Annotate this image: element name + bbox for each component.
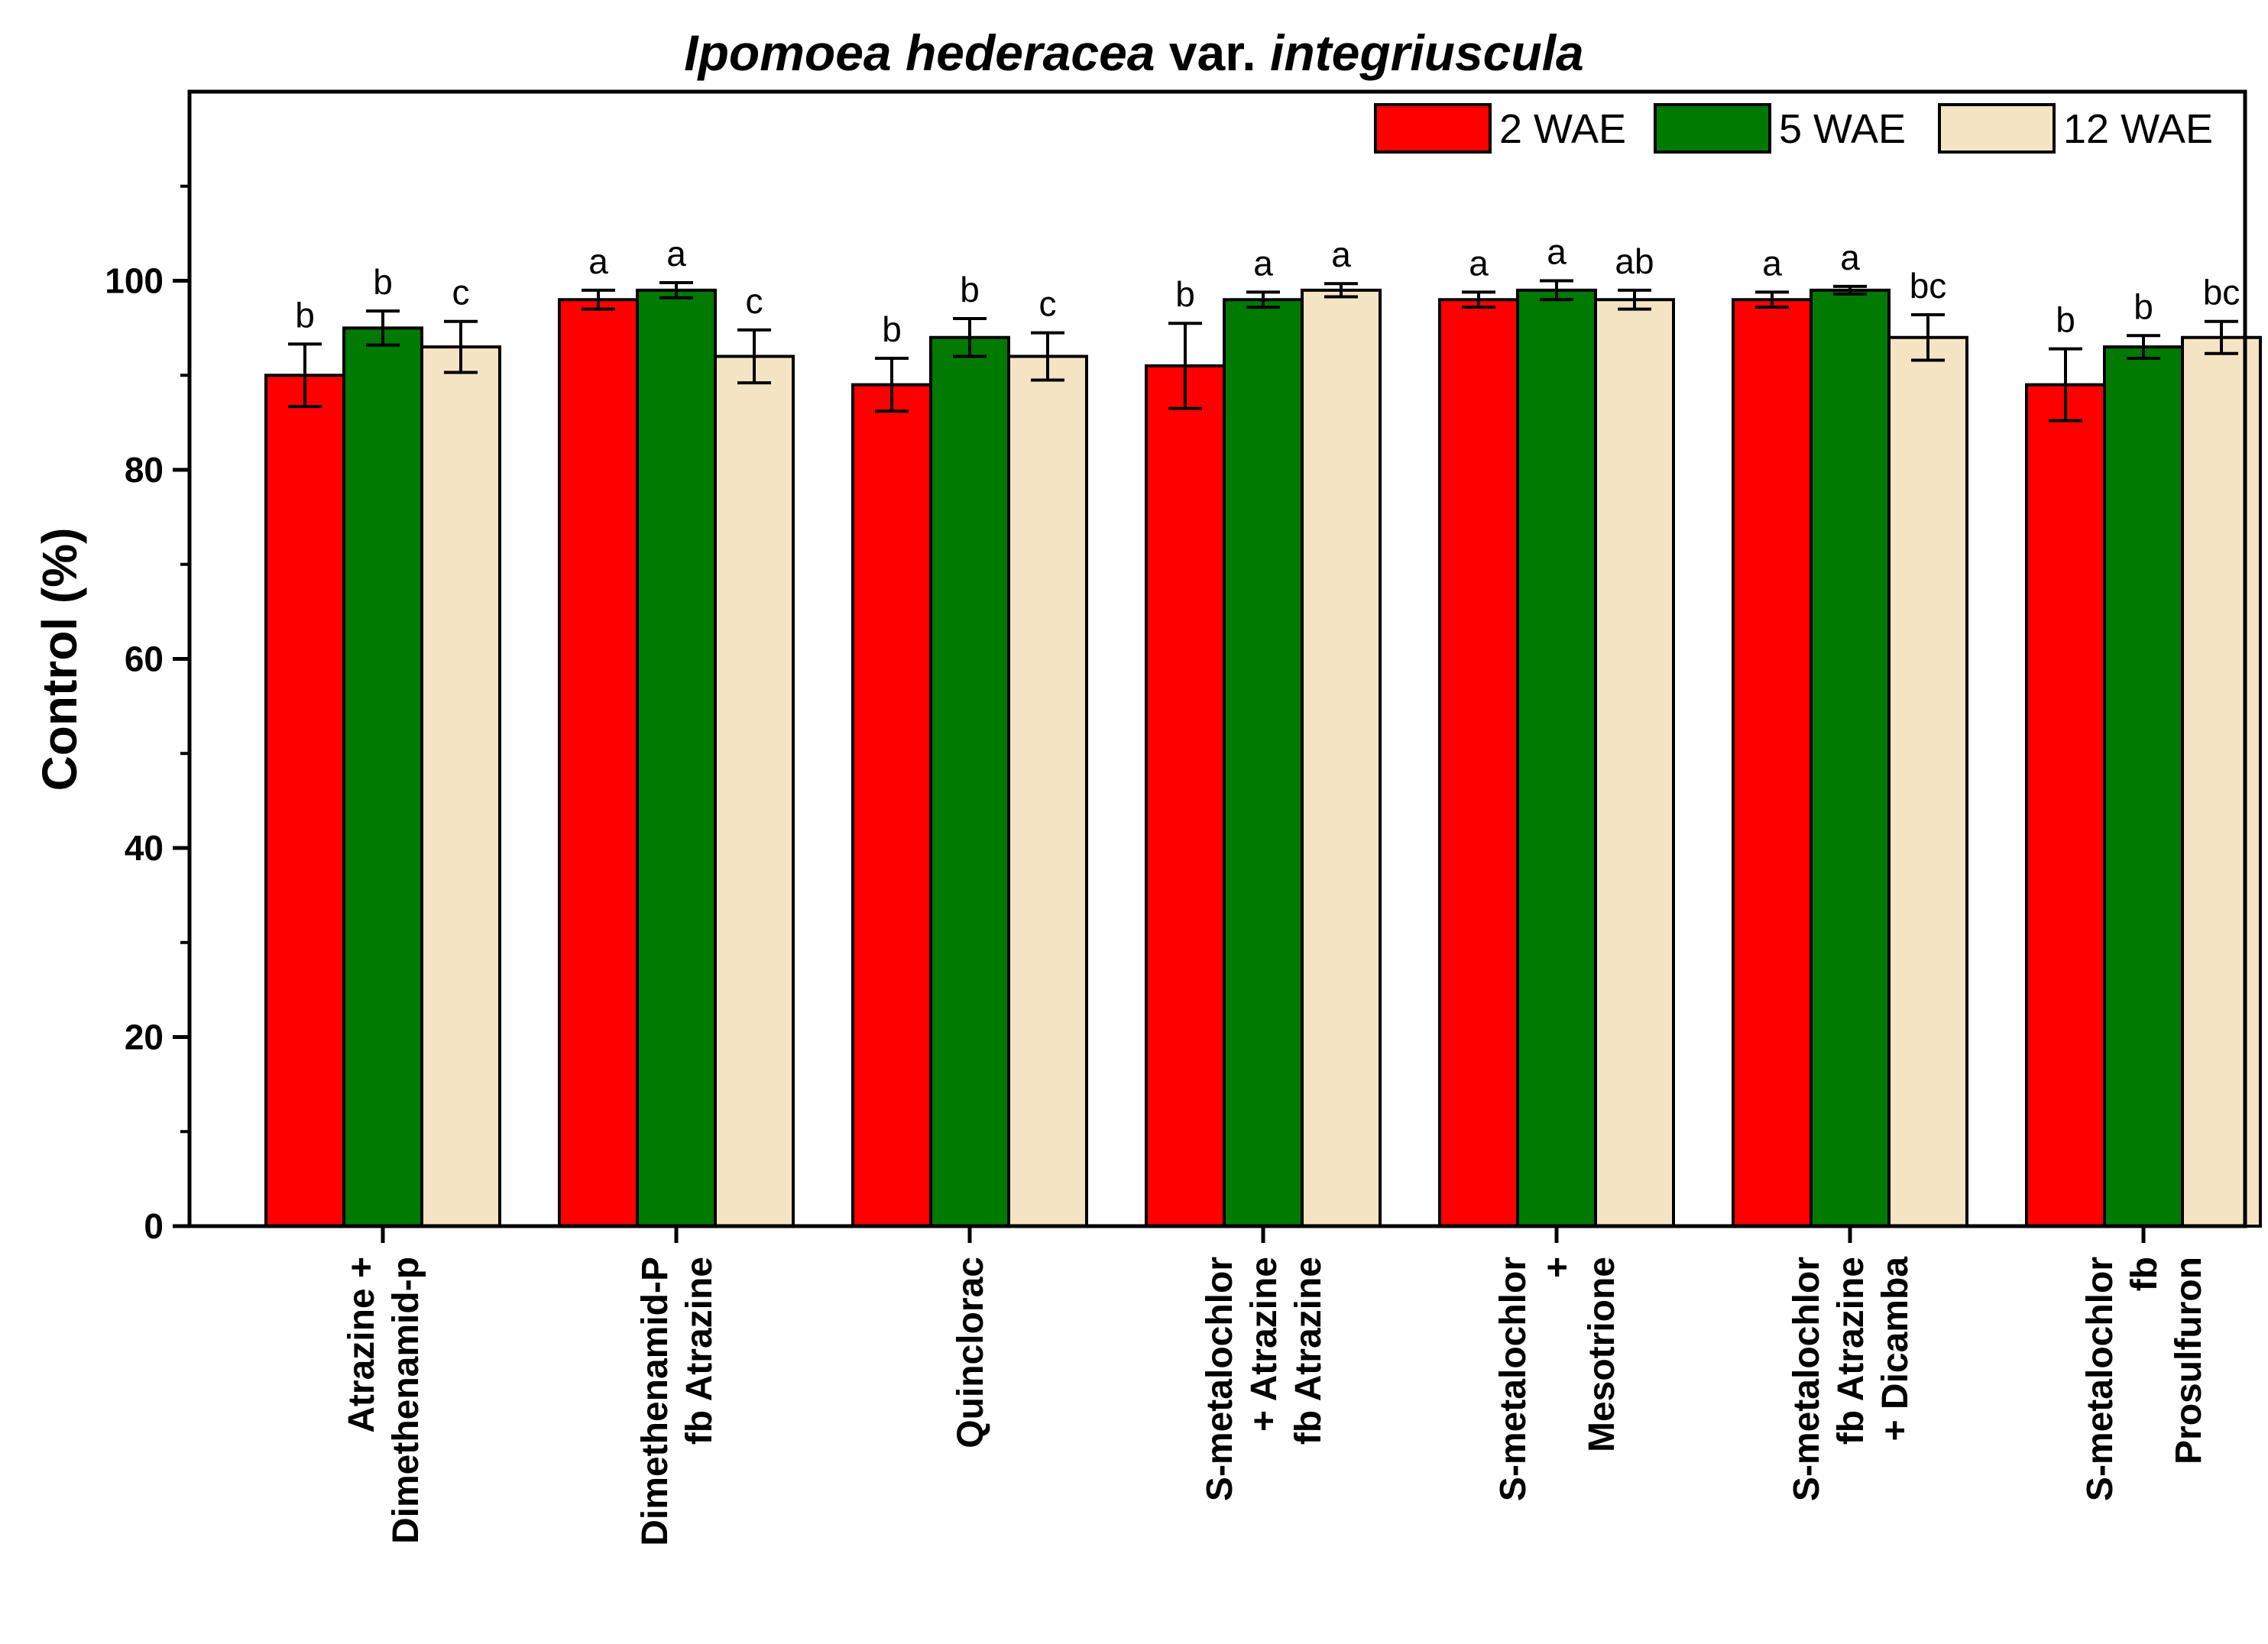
significance-letter: bc (1910, 266, 1947, 306)
y-tick-label: 60 (125, 639, 164, 679)
bar (1810, 288, 1891, 1228)
x-tick-label: fb Atrazine (1288, 1257, 1329, 1445)
chart-title-part: Ipomoea hederacea (684, 24, 1155, 81)
bar (2103, 345, 2184, 1228)
legend: 2 WAE 5 WAE 12 WAE (1374, 103, 2213, 154)
chart-title-part: integriuscula (1270, 24, 1584, 81)
x-tick-label: S-metalochlor (1493, 1257, 1534, 1501)
x-tick-label: fb Atrazine (1831, 1257, 1871, 1445)
chart-title-part: var. (1155, 24, 1270, 81)
bar (1438, 298, 1519, 1228)
significance-letter: b (295, 295, 315, 335)
x-tick-label: Atrazine + (342, 1257, 382, 1433)
bar (264, 374, 345, 1228)
x-tick-label: fb (2124, 1257, 2165, 1291)
bar (2025, 383, 2106, 1228)
x-tick-label: fb Atrazine (679, 1257, 720, 1445)
x-tick-label: S-metalochlor (1787, 1257, 1827, 1501)
significance-letter: b (373, 262, 393, 302)
bar (714, 354, 795, 1228)
significance-letter: b (2134, 286, 2153, 326)
bar (1223, 298, 1304, 1228)
bar (1007, 354, 1088, 1228)
y-tick-label: 40 (125, 828, 164, 868)
bar (851, 383, 932, 1228)
bar (558, 298, 639, 1228)
bar (636, 288, 717, 1228)
significance-letter: c (1039, 284, 1057, 324)
x-tick-label: Quinclorac (951, 1257, 991, 1448)
bar (929, 335, 1010, 1228)
significance-letter: ab (1615, 241, 1654, 281)
bar (1887, 335, 1968, 1228)
x-tick-label: Mesotrione (1582, 1257, 1622, 1452)
x-tick-label: + Atrazine (1244, 1257, 1285, 1432)
bar (1301, 288, 1382, 1228)
significance-letter: b (882, 309, 902, 349)
significance-letter: c (452, 273, 470, 312)
legend-label: 5 WAE (1779, 106, 1906, 152)
y-tick-label: 0 (144, 1206, 164, 1246)
x-tick-label: S-metalochlor (2080, 1257, 2121, 1501)
x-tick-label: S-metalochlor (1200, 1257, 1240, 1501)
bars-layer (264, 288, 2262, 1228)
significance-letter: a (1547, 232, 1567, 272)
x-tick-label: Dimethenamid-P (635, 1257, 676, 1546)
y-axis: 0 20 40 60 80 100 (105, 184, 190, 1246)
x-tick-label: Dimethenamid-p (386, 1257, 426, 1544)
legend-swatch (1938, 103, 2056, 154)
significance-letter: a (1840, 238, 1860, 277)
significance-letter: a (1253, 243, 1273, 283)
significance-letter: a (588, 241, 608, 281)
error-bars-layer (288, 279, 2238, 422)
significance-letter: bc (2203, 273, 2240, 312)
legend-swatch (1374, 103, 1492, 154)
y-tick-label: 20 (125, 1018, 164, 1057)
y-tick-label: 100 (105, 261, 164, 301)
y-axis-label: Control (%) (32, 528, 87, 791)
bar (420, 345, 501, 1228)
significance-letter: b (1175, 274, 1195, 314)
significance-letter: b (2056, 300, 2075, 340)
chart-title: Ipomoea hederacea var. integriuscula (684, 24, 1584, 81)
bar (1594, 298, 1675, 1228)
x-axis: Atrazine + Dimethenamid-p Dimethenamid-P fb… (342, 1226, 2209, 1546)
legend-label: 2 WAE (1499, 106, 1626, 152)
significance-letter: c (746, 281, 763, 321)
bar (2181, 335, 2262, 1228)
x-tick-label: + (1537, 1257, 1578, 1278)
significance-letter: a (1331, 235, 1351, 274)
bar (342, 326, 423, 1228)
bar (1732, 298, 1813, 1228)
significance-letter: a (1469, 243, 1489, 283)
significance-letter: b (960, 270, 980, 309)
bar (1145, 364, 1226, 1228)
bar (1516, 288, 1597, 1228)
y-tick-label: 80 (125, 450, 164, 490)
significance-letter: a (1762, 243, 1782, 283)
legend-swatch (1654, 103, 1771, 154)
legend-label: 12 WAE (2063, 106, 2213, 152)
x-tick-label: + Dicamba (1875, 1257, 1916, 1442)
x-tick-label: Prosulfuron (2169, 1257, 2209, 1464)
significance-letter: a (666, 234, 686, 273)
